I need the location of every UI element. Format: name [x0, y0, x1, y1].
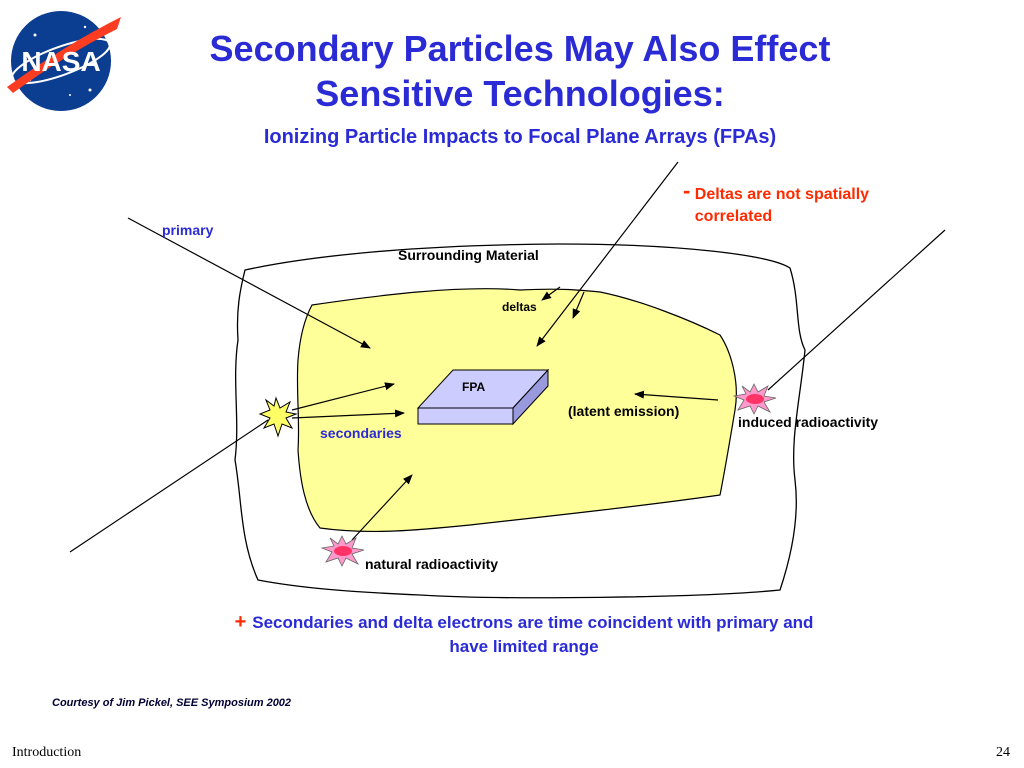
courtesy-credit: Courtesy of Jim Pickel, SEE Symposium 20… [52, 697, 292, 709]
slide-title-line-1: Secondary Particles May Also Effect [209, 28, 831, 69]
surrounding-material-boundary [234, 243, 806, 599]
radioactivity-burst-icon [732, 383, 777, 415]
label-secondaries: secondaries [320, 425, 402, 441]
starburst-icon [258, 396, 298, 438]
page-number: 24 [996, 745, 1010, 760]
latent-emission-arrow [634, 390, 719, 401]
natural-radioactivity-arrow [351, 474, 413, 541]
nasa-logo-text: NASA [21, 46, 100, 77]
label-induced-radioactivity: induced radioactivity [738, 414, 879, 430]
label-latent-emission: (latent emission) [568, 403, 680, 419]
bottom-note-plus: + [234, 611, 247, 633]
slide-title-line-2: Sensitive Technologies: [315, 73, 725, 114]
delta-track [536, 161, 679, 347]
label-natural-radioactivity: natural radioactivity [365, 556, 499, 572]
delta-arrow-1 [541, 286, 561, 301]
deltas-note-dash: - [683, 178, 691, 203]
label-deltas: deltas [502, 300, 537, 314]
bottom-note: + Secondaries and delta electrons are tim… [224, 610, 824, 659]
footer-section: Introduction [12, 745, 82, 760]
nasa-logo: NASA [7, 11, 121, 111]
slide-subtitle: Ionizing Particle Impacts to Focal Plane… [263, 126, 777, 148]
secondary-source-track [69, 419, 269, 553]
delta-arrow-2 [572, 291, 585, 319]
deltas-note-text: Deltas are not spatially correlated [694, 186, 870, 225]
radioactivity-burst-icon [320, 535, 365, 567]
label-primary: primary [162, 222, 214, 238]
secondary-arrow-2 [291, 409, 405, 419]
label-fpa: FPA [462, 380, 486, 394]
bottom-note-text: Secondaries and delta electrons are time… [252, 613, 814, 656]
deltas-note: - Deltas are not spatially correlated [683, 180, 935, 228]
induced-track [767, 229, 946, 391]
label-surrounding-material: Surrounding Material [398, 247, 539, 263]
primary-track [127, 217, 371, 349]
secondary-arrow-1 [291, 382, 395, 411]
fpa-chip [416, 368, 550, 426]
